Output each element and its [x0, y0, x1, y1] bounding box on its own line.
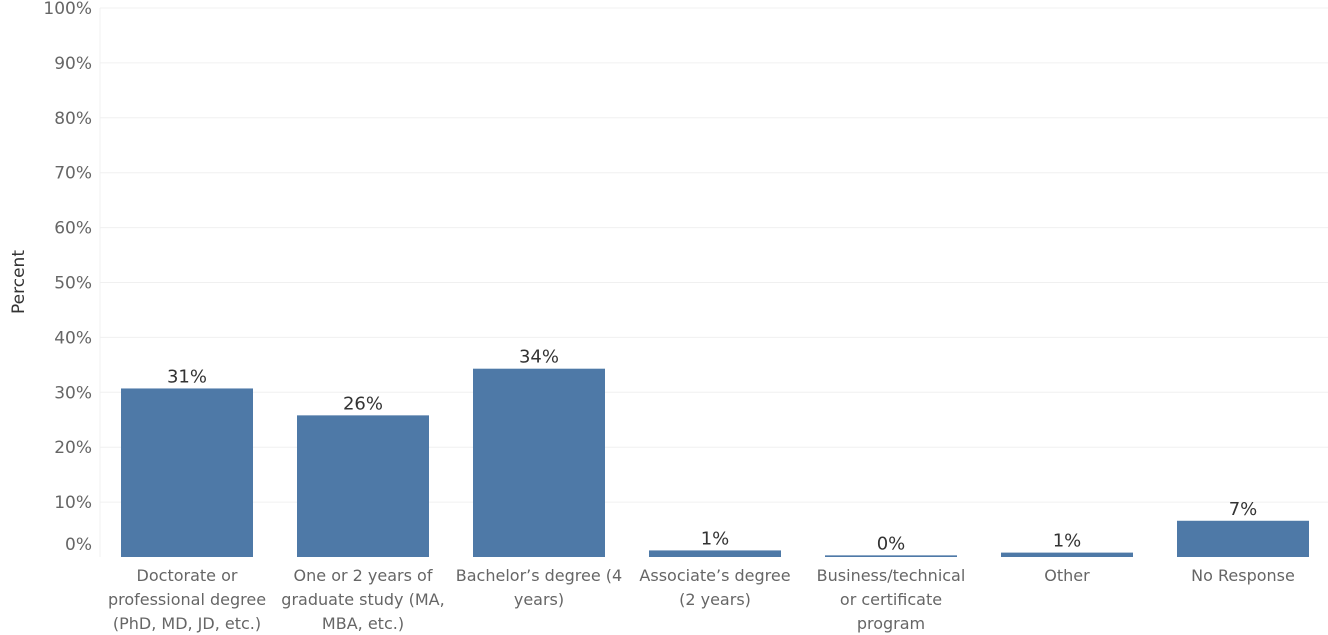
x-tick-label: (2 years): [679, 590, 751, 609]
x-axis-labels: Doctorate or professional degree (PhD, MD,…: [108, 566, 1295, 633]
data-label: 0%: [877, 533, 906, 554]
y-tick-label: 0%: [65, 535, 92, 555]
bar: [825, 555, 957, 557]
x-tick-label: Doctorate or: [137, 566, 238, 585]
x-tick-label: graduate study (MA,: [281, 590, 444, 609]
y-tick-label: 10%: [54, 493, 92, 513]
data-labels: 31% 26% 34% 1% 0% 1% 7%: [167, 347, 1257, 555]
x-tick-label: Bachelor’s degree (4: [456, 566, 622, 585]
y-tick-label: 40%: [54, 328, 92, 348]
y-tick-label: 30%: [54, 383, 92, 403]
x-tick-label: years): [514, 590, 564, 609]
data-label: 26%: [343, 393, 383, 414]
x-tick-label: Associate’s degree: [639, 566, 790, 585]
data-label: 1%: [1053, 531, 1082, 552]
x-tick-label: MBA, etc.): [322, 614, 404, 633]
x-tick-label: program: [857, 614, 925, 633]
bar: [649, 550, 781, 557]
y-tick-label: 90%: [54, 54, 92, 74]
x-tick-label: or certificate: [840, 590, 942, 609]
x-tick-label: One or 2 years of: [294, 566, 433, 585]
bar: [473, 368, 605, 557]
x-tick-label: (PhD, MD, JD, etc.): [113, 614, 261, 633]
gridlines: [99, 7, 1328, 557]
y-tick-label: 50%: [54, 274, 92, 294]
data-label: 1%: [701, 528, 730, 549]
y-tick-label: 70%: [54, 164, 92, 184]
y-tick-label: 80%: [54, 109, 92, 129]
bar: [1177, 520, 1309, 557]
x-tick-label: No Response: [1191, 566, 1295, 585]
x-tick-label: professional degree: [108, 590, 266, 609]
bars: [121, 368, 1309, 557]
bar: [121, 388, 253, 557]
data-label: 34%: [519, 347, 559, 368]
bar: [297, 415, 429, 557]
x-tick-label: Business/technical: [817, 566, 966, 585]
data-label: 7%: [1229, 499, 1258, 520]
data-label: 31%: [167, 366, 207, 387]
y-tick-label: 100%: [43, 0, 92, 19]
y-axis-ticks: 0% 10% 20% 30% 40% 50% 60% 70% 80% 90% 100%: [43, 0, 92, 555]
y-tick-label: 20%: [54, 438, 92, 458]
y-tick-label: 60%: [54, 219, 92, 239]
bar: [1001, 552, 1133, 557]
y-axis-title: Percent: [9, 250, 29, 314]
x-tick-label: Other: [1044, 566, 1090, 585]
